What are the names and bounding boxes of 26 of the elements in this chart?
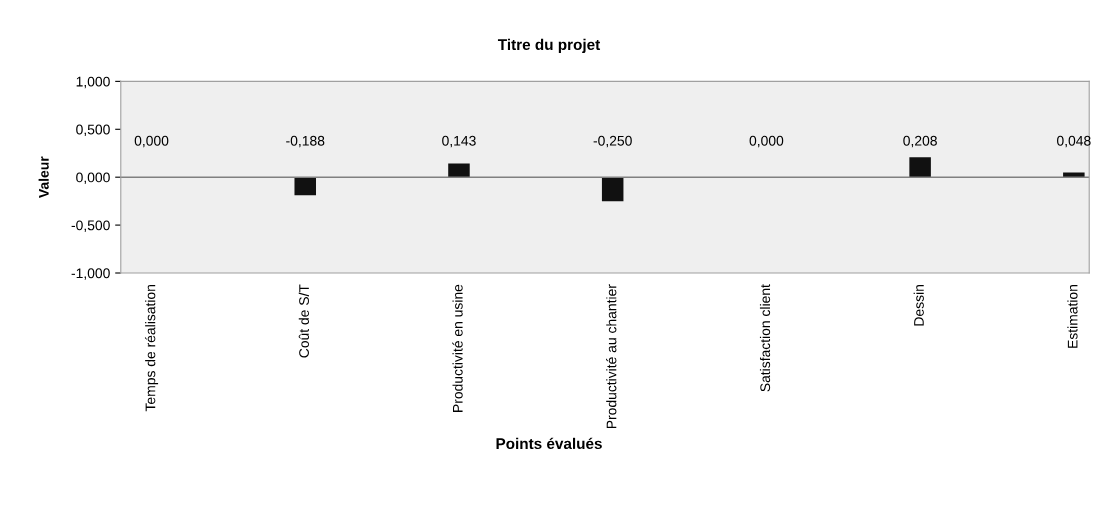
data-label: 0,048	[1057, 135, 1091, 148]
bar	[294, 177, 316, 196]
chart-title: Titre du projet	[497, 38, 601, 54]
data-label: 0,000	[749, 135, 784, 148]
x-tick-label: Temps de réalisation	[144, 285, 159, 412]
y-tick-label: -0,500	[71, 220, 110, 232]
y-tick-label: 0,500	[76, 124, 110, 137]
x-tick-label: Productivité en usine	[452, 284, 463, 412]
bar	[448, 163, 470, 178]
y-tick-label: -1,000	[71, 268, 110, 280]
data-label: 0,143	[442, 135, 476, 148]
x-axis-title: Points évalués	[496, 437, 602, 450]
data-label: -0,250	[593, 135, 632, 148]
x-tick-label: Productivité au chantier	[606, 284, 617, 429]
x-tick-label: Estimation	[1067, 285, 1078, 348]
x-tick-label: Dessin	[913, 285, 924, 326]
data-label: -0,188	[286, 135, 325, 148]
y-tick-label: 0,000	[76, 172, 110, 184]
bar	[601, 177, 624, 202]
x-tick-label: Satisfaction client	[759, 284, 771, 392]
x-tick-label: Coût de S/T	[298, 284, 309, 358]
bar	[909, 157, 931, 178]
y-axis-title: Valeur	[38, 156, 49, 198]
data-label: 0,208	[903, 135, 937, 148]
data-label: 0,000	[134, 135, 169, 148]
y-tick-label: 1,000	[76, 76, 110, 89]
